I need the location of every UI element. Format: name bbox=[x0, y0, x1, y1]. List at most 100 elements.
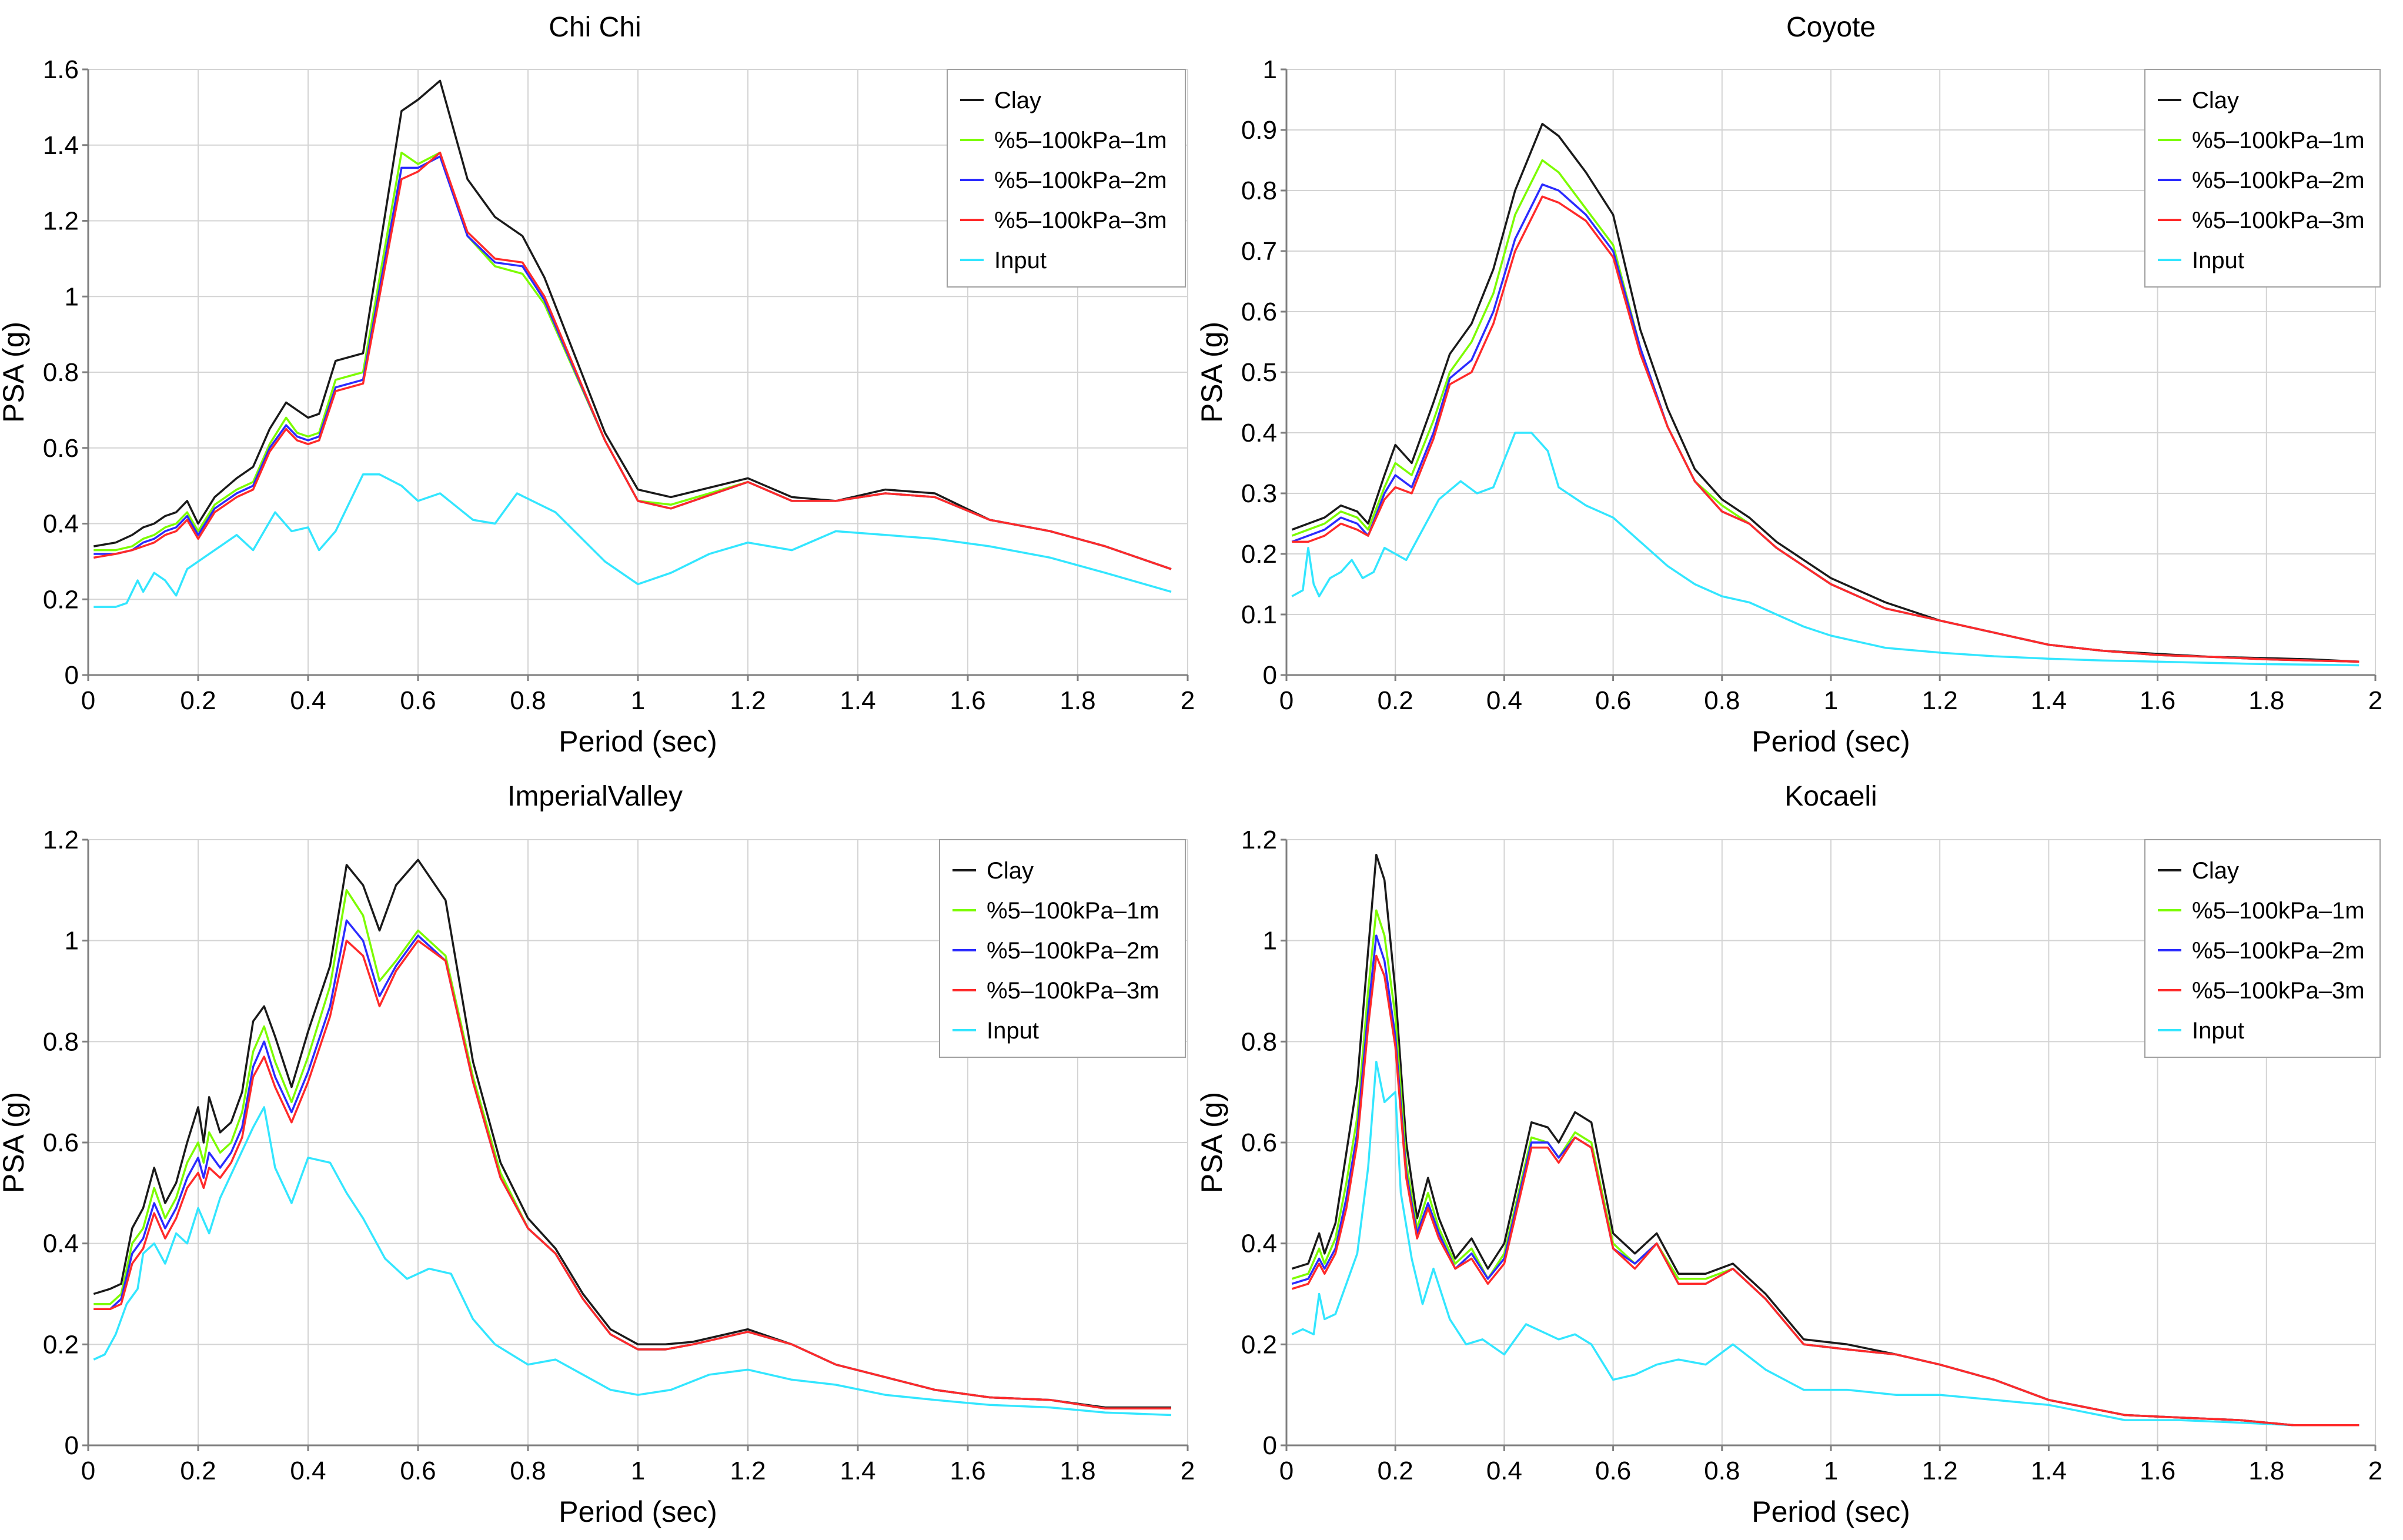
x-tick-label: 0.8 bbox=[1704, 1457, 1740, 1485]
x-tick-label: 1.2 bbox=[730, 1457, 766, 1485]
x-tick-label: 1.8 bbox=[1060, 1457, 1095, 1485]
x-tick-label: 1.2 bbox=[730, 686, 766, 715]
x-tick-label: 0 bbox=[1279, 686, 1294, 715]
y-tick-label: 1.2 bbox=[43, 207, 79, 236]
x-tick-label: 0.2 bbox=[180, 1457, 216, 1485]
y-tick-label: 0.5 bbox=[1241, 358, 1277, 387]
x-tick-label: 1.8 bbox=[2248, 1457, 2284, 1485]
series-line-input bbox=[1291, 1060, 2359, 1427]
x-tick-label: 2 bbox=[2368, 686, 2382, 715]
series-line-5-100kpa-3m bbox=[93, 939, 1171, 1410]
y-tick-label: 0.3 bbox=[1241, 479, 1277, 508]
x-tick-label: 1.4 bbox=[2031, 1457, 2067, 1485]
x-tick-label: 0.8 bbox=[510, 1457, 546, 1485]
y-tick-label: 0 bbox=[1263, 661, 1277, 690]
x-tick-label: 1.4 bbox=[840, 1457, 875, 1485]
legend: Clay %5–100kPa–1m %5–100kPa–2m %5–100kPa–3m… bbox=[2144, 839, 2381, 1058]
x-axis-title: Period (sec) bbox=[1752, 1495, 1910, 1528]
legend-box bbox=[947, 69, 1186, 288]
x-axis-title: Period (sec) bbox=[559, 1495, 717, 1528]
x-tick-label: 0.6 bbox=[1595, 1457, 1631, 1485]
legend-box bbox=[2144, 839, 2381, 1058]
x-tick-label: 0.2 bbox=[180, 686, 216, 715]
chart-title: Kocaeli bbox=[1784, 781, 1877, 812]
x-tick-label: 1.8 bbox=[1060, 686, 1095, 715]
y-tick-label: 0.9 bbox=[1241, 116, 1277, 145]
x-tick-label: 2 bbox=[2368, 1457, 2382, 1485]
legend-label: %5–100kPa–2m bbox=[2192, 168, 2365, 193]
y-tick-label: 0.7 bbox=[1241, 237, 1277, 266]
y-tick-label: 0.4 bbox=[43, 510, 79, 539]
legend: Clay %5–100kPa–1m %5–100kPa–2m %5–100kPa–3m… bbox=[939, 839, 1186, 1058]
legend-label: Input bbox=[994, 248, 1047, 273]
series-line-input bbox=[93, 473, 1172, 608]
legend-label: Clay bbox=[987, 858, 1034, 884]
y-tick-label: 0.2 bbox=[1241, 1330, 1277, 1359]
legend-label: %5–100kPa–1m bbox=[2192, 898, 2365, 924]
legend-label: %5–100kPa–3m bbox=[987, 978, 1159, 1004]
y-tick-label: 1 bbox=[65, 282, 79, 311]
y-tick-label: 0.6 bbox=[43, 434, 79, 463]
x-tick-label: 0.8 bbox=[1704, 686, 1740, 715]
legend-box bbox=[2144, 69, 2381, 288]
x-tick-label: 1 bbox=[631, 686, 645, 715]
y-tick-label: 0.1 bbox=[1241, 600, 1277, 629]
y-tick-label: 1 bbox=[1263, 927, 1277, 956]
y-tick-label: 1 bbox=[1263, 55, 1277, 84]
y-tick-label: 0 bbox=[65, 661, 79, 690]
x-axis-title: Period (sec) bbox=[1752, 725, 1910, 758]
chart-panel: Chi Chi 0 0.2 0.4 0.6 0.8 1 1.2 1.4 1.6 1.8 2 0 0.2 0.… bbox=[0, 12, 1195, 758]
x-tick-label: 0.8 bbox=[510, 686, 546, 715]
y-axis-title: PSA (g) bbox=[1195, 1092, 1228, 1193]
x-tick-label: 0.6 bbox=[1595, 686, 1631, 715]
y-tick-label: 1 bbox=[65, 927, 79, 956]
legend-label: Clay bbox=[994, 88, 1041, 113]
x-tick-label: 1.6 bbox=[950, 1457, 985, 1485]
legend-label: %5–100kPa–1m bbox=[987, 898, 1159, 924]
legend-label: Input bbox=[2192, 248, 2244, 273]
legend: Clay %5–100kPa–1m %5–100kPa–2m %5–100kPa–3m… bbox=[2144, 69, 2381, 288]
legend-label: %5–100kPa–2m bbox=[987, 938, 1159, 964]
y-tick-label: 1.2 bbox=[43, 826, 79, 854]
y-tick-label: 0.2 bbox=[1241, 540, 1277, 569]
x-tick-label: 0.6 bbox=[400, 686, 436, 715]
legend-label: Clay bbox=[2192, 858, 2239, 884]
x-tick-label: 1.8 bbox=[2248, 686, 2284, 715]
chart-panel: Kocaeli 0 0.2 0.4 0.6 0.8 1 1.2 1.4 1.6 1.8 2 0 0.2 0.… bbox=[1195, 781, 2382, 1528]
y-tick-label: 0.6 bbox=[1241, 298, 1277, 326]
legend-label: Clay bbox=[2192, 88, 2239, 113]
y-tick-label: 0 bbox=[65, 1431, 79, 1460]
legend-label: %5–100kPa–1m bbox=[994, 128, 1167, 153]
x-tick-label: 2 bbox=[1181, 686, 1195, 715]
x-tick-label: 1.4 bbox=[840, 686, 875, 715]
chart-title: Chi Chi bbox=[549, 12, 641, 43]
legend-label: Input bbox=[2192, 1018, 2244, 1044]
x-tick-label: 1.4 bbox=[2031, 686, 2067, 715]
y-axis-title: PSA (g) bbox=[0, 1092, 30, 1193]
y-tick-label: 1.4 bbox=[43, 131, 79, 160]
y-tick-label: 0.6 bbox=[43, 1128, 79, 1157]
legend-label: Input bbox=[987, 1018, 1039, 1044]
x-tick-label: 0.4 bbox=[290, 1457, 326, 1485]
x-tick-label: 0 bbox=[1279, 1457, 1294, 1485]
x-tick-label: 0.2 bbox=[1378, 686, 1413, 715]
x-tick-label: 0 bbox=[81, 1457, 95, 1485]
chart-panel: ImperialValley 0 0.2 0.4 0.6 0.8 1 1.2 1.4 1.6 1.8… bbox=[0, 781, 1195, 1528]
series-line-input bbox=[1291, 432, 2359, 667]
y-tick-label: 0.4 bbox=[1241, 1230, 1277, 1258]
x-axis-title: Period (sec) bbox=[559, 725, 717, 758]
y-axis-title: PSA (g) bbox=[0, 322, 30, 423]
y-tick-label: 0.8 bbox=[1241, 176, 1277, 205]
y-axis-title: PSA (g) bbox=[1195, 322, 1228, 423]
y-tick-label: 1.6 bbox=[43, 55, 79, 84]
x-tick-label: 0 bbox=[81, 686, 95, 715]
y-tick-label: 0.8 bbox=[43, 1027, 79, 1056]
x-tick-label: 2 bbox=[1181, 1457, 1195, 1485]
x-tick-label: 0.4 bbox=[1486, 686, 1522, 715]
x-tick-label: 1.6 bbox=[2140, 686, 2175, 715]
legend-label: %5–100kPa–2m bbox=[994, 168, 1167, 193]
x-tick-label: 1 bbox=[1824, 1457, 1838, 1485]
legend: Clay %5–100kPa–1m %5–100kPa–2m %5–100kPa–3m… bbox=[947, 69, 1186, 288]
chart-panel: Coyote 0 0.2 0.4 0.6 0.8 1 1.2 1.4 1.6 1.8 2 0 0.1 0.2… bbox=[1195, 12, 2382, 758]
y-tick-label: 1.2 bbox=[1241, 826, 1277, 854]
